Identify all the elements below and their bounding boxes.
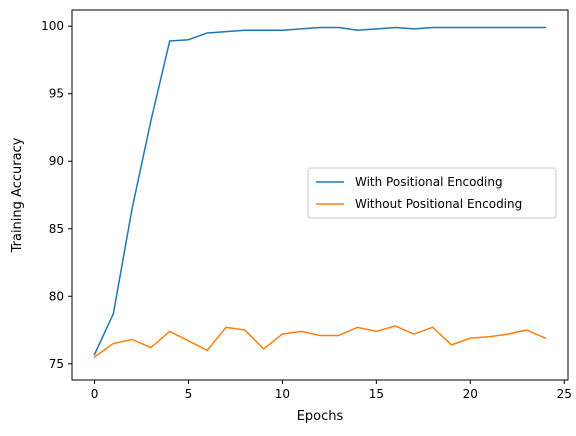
y-axis: 75 80 85 90 95 100 [41,19,72,371]
legend-box [307,167,557,219]
x-tick-label: 25 [557,387,572,401]
x-tick-label: 5 [185,387,193,401]
legend: With Positional Encoding Without Positio… [307,167,557,219]
legend-label-with-positional-encoding: With Positional Encoding [355,175,503,189]
x-tick-label: 10 [275,387,290,401]
y-tick-label: 95 [49,87,64,101]
y-tick-label: 90 [49,154,64,168]
y-tick-label: 85 [49,222,64,236]
x-tick-label: 0 [91,387,99,401]
x-axis: 0 5 10 15 20 25 [91,380,572,401]
x-tick-label: 15 [369,387,384,401]
x-tick-label: 20 [463,387,478,401]
legend-label-without-positional-encoding: Without Positional Encoding [355,197,522,211]
y-tick-label: 80 [49,289,64,303]
plot-frame [71,9,569,381]
series-layer [93,26,547,359]
series-line-with-positional-encoding [93,26,547,356]
y-tick-label: 100 [41,19,64,33]
y-tick-label: 75 [49,357,64,371]
y-axis-label: Training Accuracy [10,137,25,253]
series-line-without-positional-encoding [93,325,547,359]
x-axis-label: Epochs [297,409,344,424]
